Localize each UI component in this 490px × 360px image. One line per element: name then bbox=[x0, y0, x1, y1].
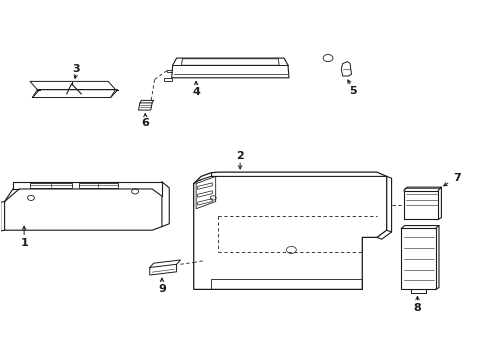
Text: 9: 9 bbox=[158, 284, 166, 294]
Text: 7: 7 bbox=[454, 173, 462, 183]
Text: 5: 5 bbox=[350, 86, 357, 96]
Text: 1: 1 bbox=[20, 238, 28, 248]
Text: 8: 8 bbox=[414, 303, 421, 313]
Text: 4: 4 bbox=[192, 87, 200, 97]
Text: 2: 2 bbox=[236, 150, 244, 161]
Text: 3: 3 bbox=[73, 64, 80, 74]
Text: 6: 6 bbox=[142, 118, 149, 128]
